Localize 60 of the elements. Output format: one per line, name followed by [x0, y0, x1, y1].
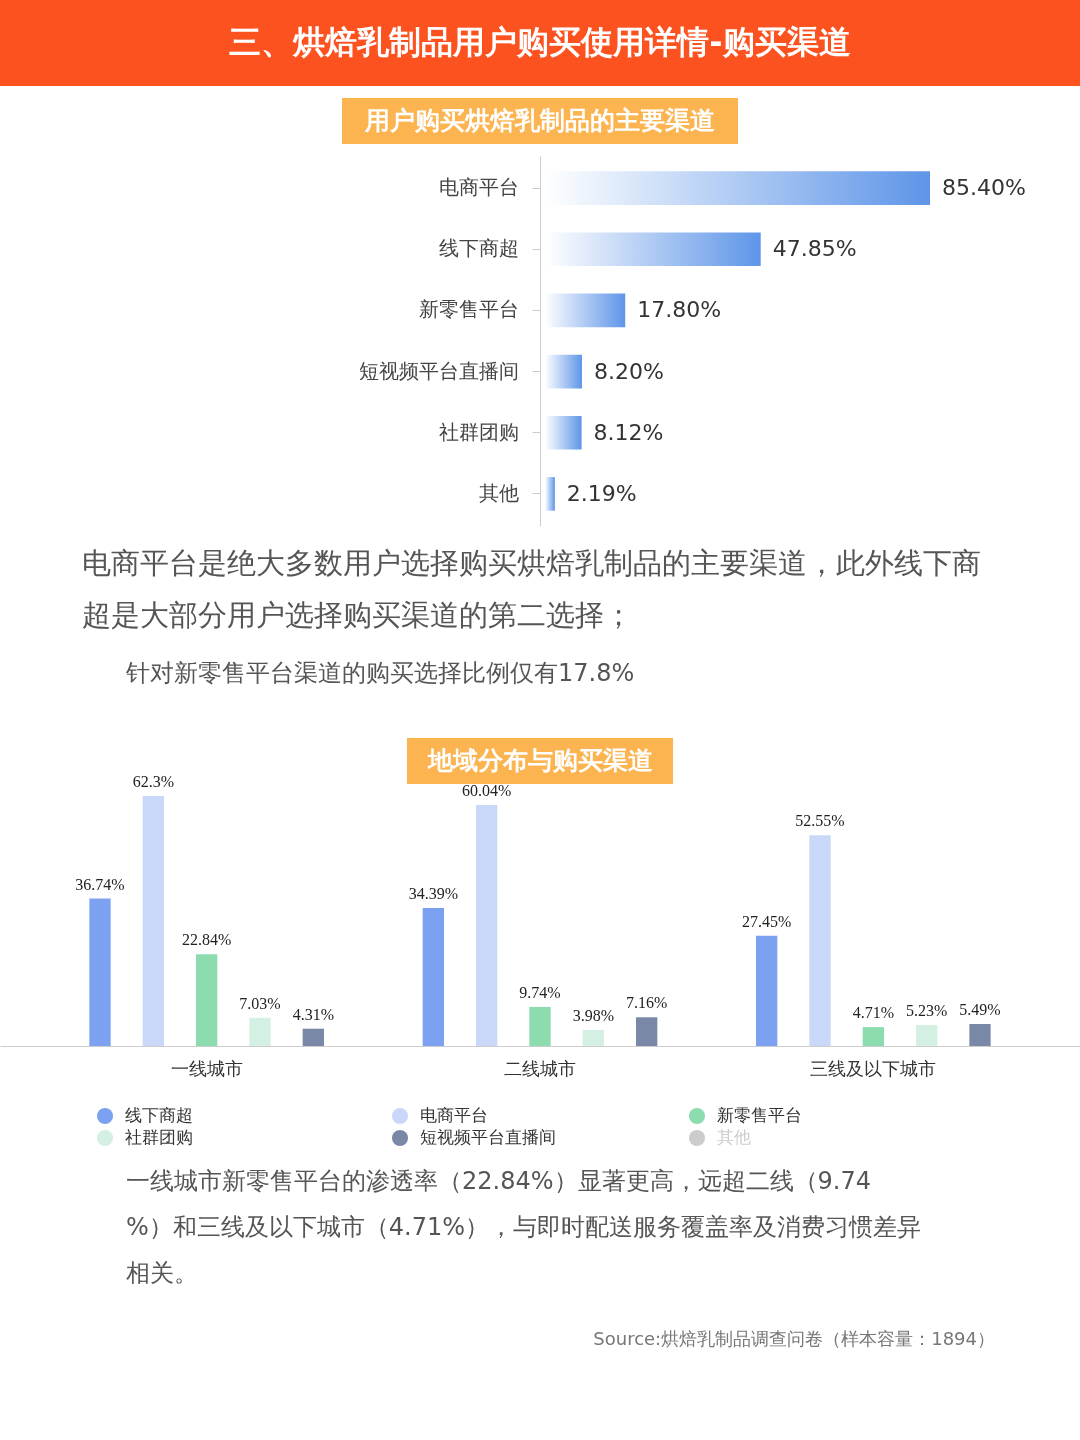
data-label: 7.16% [626, 994, 668, 1012]
data-label: 85.40% [942, 175, 1026, 201]
data-label: 22.84% [182, 931, 232, 949]
bar [529, 1006, 551, 1046]
legend-label: 社群团购 [125, 1128, 193, 1147]
data-label: 3.98% [572, 1007, 614, 1025]
bar [249, 1017, 271, 1046]
x-tick-label: 二线城市 [504, 1058, 576, 1079]
bar [545, 415, 582, 450]
x-tick-label: 一线城市 [170, 1058, 243, 1079]
data-label: 4.71% [852, 1004, 894, 1022]
legend-label: 线下商超 [125, 1106, 193, 1125]
y-tick-label: 电商平台 [438, 175, 519, 200]
data-label: 5.23% [906, 1002, 948, 1020]
data-label: 7.03% [239, 994, 281, 1012]
x-tick-label: 三线及以下城市 [810, 1058, 937, 1079]
bar [545, 293, 626, 328]
data-label: 8.12% [593, 419, 664, 445]
bar [582, 1030, 604, 1046]
y-tick-label: 社群团购 [438, 419, 519, 444]
data-label: 17.80% [637, 297, 722, 323]
y-tick-label: 线下商超 [438, 236, 519, 261]
bar [196, 954, 218, 1046]
text: 电商平台是绝大多数用户选择购买烘焙乳制品的主要渠道，此外线下商超是大部分用户选择购买渠道的第二选择； [82, 546, 981, 632]
bar [756, 935, 778, 1046]
chart-title: 用户购买烘焙乳制品的主要渠道 [364, 106, 715, 135]
bar [142, 796, 164, 1046]
bar [422, 908, 444, 1046]
data-label: 34.39% [408, 885, 458, 902]
bar [916, 1025, 938, 1046]
bar [476, 805, 498, 1046]
data-label: 8.20% [593, 358, 664, 384]
y-tick-label: 其他 [478, 480, 519, 505]
data-label: 52.55% [795, 812, 845, 830]
data-label: 4.31% [292, 1005, 334, 1023]
chart-title: 地域分布与购买渠道 [426, 746, 653, 775]
data-label: 9.74% [519, 983, 561, 1001]
data-label: 60.04% [462, 782, 512, 800]
bar [545, 354, 582, 389]
source-note: Source:烘焙乳制品调查问卷（样本容量：1894） [593, 1328, 995, 1349]
data-label: 2.19% [566, 480, 637, 506]
bar [969, 1023, 991, 1046]
y-tick-label: 短视频平台直播间 [358, 358, 519, 383]
text: 一线城市新零售平台的渗透率（22.84%）显著更高，远超二线（9.74%）和三线及以下城市（4.71%），与即时配送服务覆盖率及消费习惯差异相关。 [126, 1167, 922, 1287]
text: 三、烘焙乳制品用户购买使用详情-购买渠道 [229, 23, 851, 61]
data-label: 27.45% [742, 912, 792, 930]
data-label: 62.3% [132, 773, 174, 790]
legend-label: 新零售平台 [717, 1106, 802, 1125]
y-tick-label: 新零售平台 [418, 297, 519, 322]
data-label: 36.74% [75, 875, 125, 893]
legend-label: 电商平台 [420, 1106, 488, 1125]
text: 针对新零售平台渠道的购买选择比例仅有17.8% [125, 659, 635, 687]
bar [809, 835, 831, 1046]
bar [862, 1027, 884, 1046]
data-label: 47.85% [772, 236, 857, 262]
bar [636, 1017, 658, 1046]
bar [302, 1028, 324, 1046]
data-label: 5.49% [959, 1000, 1001, 1018]
bar [545, 477, 555, 511]
bar [89, 898, 111, 1046]
